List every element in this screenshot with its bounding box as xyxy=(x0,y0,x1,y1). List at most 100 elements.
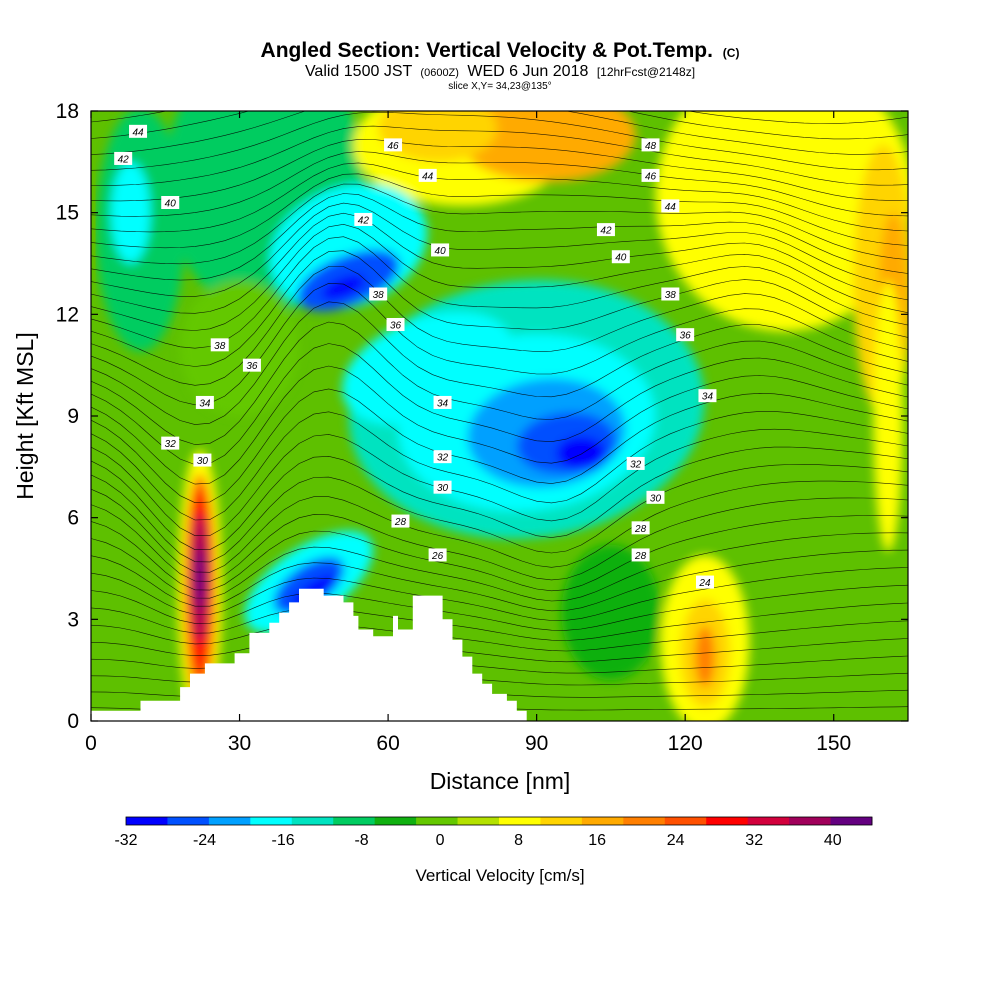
colorbar-swatch xyxy=(291,817,334,825)
isentrope-label: 34 xyxy=(702,392,714,403)
colorbar-swatch xyxy=(126,817,168,825)
isentrope-line xyxy=(91,282,908,406)
isentrope-label: 36 xyxy=(390,321,402,332)
isentrope-line xyxy=(91,388,908,504)
isentrope-label-box xyxy=(433,450,452,464)
isentrope-label: 34 xyxy=(199,398,211,409)
y-tick-label: 6 xyxy=(67,507,79,530)
isentrope-label-box xyxy=(369,287,388,301)
isentrope-label: 44 xyxy=(132,127,144,138)
colorbar-swatch xyxy=(250,817,293,825)
isentrope-line xyxy=(91,464,908,563)
isentrope-label-box xyxy=(611,250,630,264)
colorbar-swatch xyxy=(457,817,500,825)
isentrope-line xyxy=(91,515,908,592)
isentrope-line xyxy=(91,428,908,537)
isentrope-line xyxy=(91,111,908,124)
colorbar-swatch xyxy=(208,817,251,825)
isentrope-label-box xyxy=(384,138,403,152)
colorbar-tick-label: 8 xyxy=(514,832,523,849)
isentrope-line xyxy=(91,638,908,663)
colorbar-swatch xyxy=(789,817,831,825)
velocity-blob xyxy=(194,548,205,610)
isentrope-label: 28 xyxy=(394,517,407,528)
colorbar-tick-label: 16 xyxy=(588,832,606,849)
isentrope-line xyxy=(91,301,908,425)
isentrope-label: 28 xyxy=(634,524,647,535)
isentrope-label-box xyxy=(195,395,214,409)
x-axis-label: Distance [nm] xyxy=(430,768,571,794)
isentrope-label: 40 xyxy=(615,253,627,264)
isentrope-label-box xyxy=(661,287,680,301)
isentrope-line xyxy=(91,365,908,485)
isentrope-line xyxy=(91,111,908,155)
y-tick-label: 12 xyxy=(56,303,79,326)
isentrope-label-box xyxy=(391,514,410,528)
isentrope-label-box xyxy=(418,168,437,182)
colorbar-tick-label: 0 xyxy=(436,832,445,849)
isentrope-label-box xyxy=(161,196,180,209)
isentrope-line xyxy=(91,202,908,297)
x-tick-label: 120 xyxy=(668,732,703,755)
colorbar-swatch xyxy=(830,817,873,825)
isentrope-label-box xyxy=(641,168,660,182)
velocity-blob xyxy=(695,626,715,688)
isentrope-lines xyxy=(91,111,908,712)
velocity-blob xyxy=(110,161,151,264)
terrain-mask xyxy=(91,588,908,721)
isentrope-label-box xyxy=(193,453,212,467)
isentrope-label: 42 xyxy=(600,226,612,237)
isentrope-label-box xyxy=(626,456,645,470)
colorbar-tick-label: -32 xyxy=(114,832,137,849)
isentrope-label-box xyxy=(631,521,650,535)
colorbar-tick-label: 40 xyxy=(824,832,842,849)
colorbar-frame xyxy=(125,816,873,826)
x-tick-label: 0 xyxy=(85,732,97,755)
isentrope-label: 40 xyxy=(435,246,447,257)
colorbar-tick-label: -16 xyxy=(271,832,294,849)
chart-subtitle: Valid 1500 JST (0600Z) WED 6 Jun 2018 [1… xyxy=(305,63,695,80)
x-tick-label: 60 xyxy=(376,732,399,755)
x-tick-label: 150 xyxy=(816,732,851,755)
isentrope-label: 32 xyxy=(165,439,177,450)
isentrope-line xyxy=(91,173,908,249)
y-tick-label: 15 xyxy=(56,202,79,225)
isentrope-label-box xyxy=(631,548,650,562)
velocity-blob xyxy=(556,436,606,471)
colorbar-swatch xyxy=(747,817,790,825)
isentrope-label: 36 xyxy=(680,331,692,342)
isentrope-line xyxy=(91,567,908,621)
y-tick-label: 9 xyxy=(67,405,79,428)
isentrope-line xyxy=(91,162,908,233)
x-tick-label: 90 xyxy=(525,732,548,755)
velocity-blob xyxy=(873,280,904,552)
isentrope-label-box xyxy=(433,480,452,494)
isentrope-label-box xyxy=(676,328,695,342)
isentrope-label-box xyxy=(129,124,148,138)
isentrope-label: 24 xyxy=(698,578,711,589)
isentrope-line xyxy=(91,497,908,582)
isentrope-label-box xyxy=(596,223,615,237)
colorbar-swatch xyxy=(333,817,376,825)
colorbar-tick-label: -8 xyxy=(354,832,368,849)
isentrope-line xyxy=(91,480,908,573)
isentrope-line xyxy=(91,549,908,612)
isentrope-label: 30 xyxy=(197,456,209,467)
isentrope-label-box xyxy=(695,575,714,589)
isentrope-label-box xyxy=(386,318,405,331)
colorbar-swatch xyxy=(664,817,707,825)
isentrope-label-box xyxy=(641,138,660,152)
isentrope-label: 26 xyxy=(431,551,444,562)
isentrope-line xyxy=(91,111,908,140)
isentrope-line xyxy=(91,139,908,202)
isentrope-line xyxy=(91,125,908,186)
isentrope-line xyxy=(91,620,908,652)
isentrope-label: 40 xyxy=(165,199,177,210)
isentrope-line xyxy=(91,223,908,331)
colorbar-swatch xyxy=(540,817,583,825)
plot-area: 44 42 40 46 44 42 40 38 36 48 46 44 42 40 38 36 34 38 36 34… xyxy=(91,111,908,721)
isentrope-label: 46 xyxy=(387,141,399,152)
colorbar: -32 -24 -16 -8 0 8 16 24 32 40 xyxy=(114,816,873,849)
y-axis-label: Height [Kft MSL] xyxy=(12,332,38,499)
